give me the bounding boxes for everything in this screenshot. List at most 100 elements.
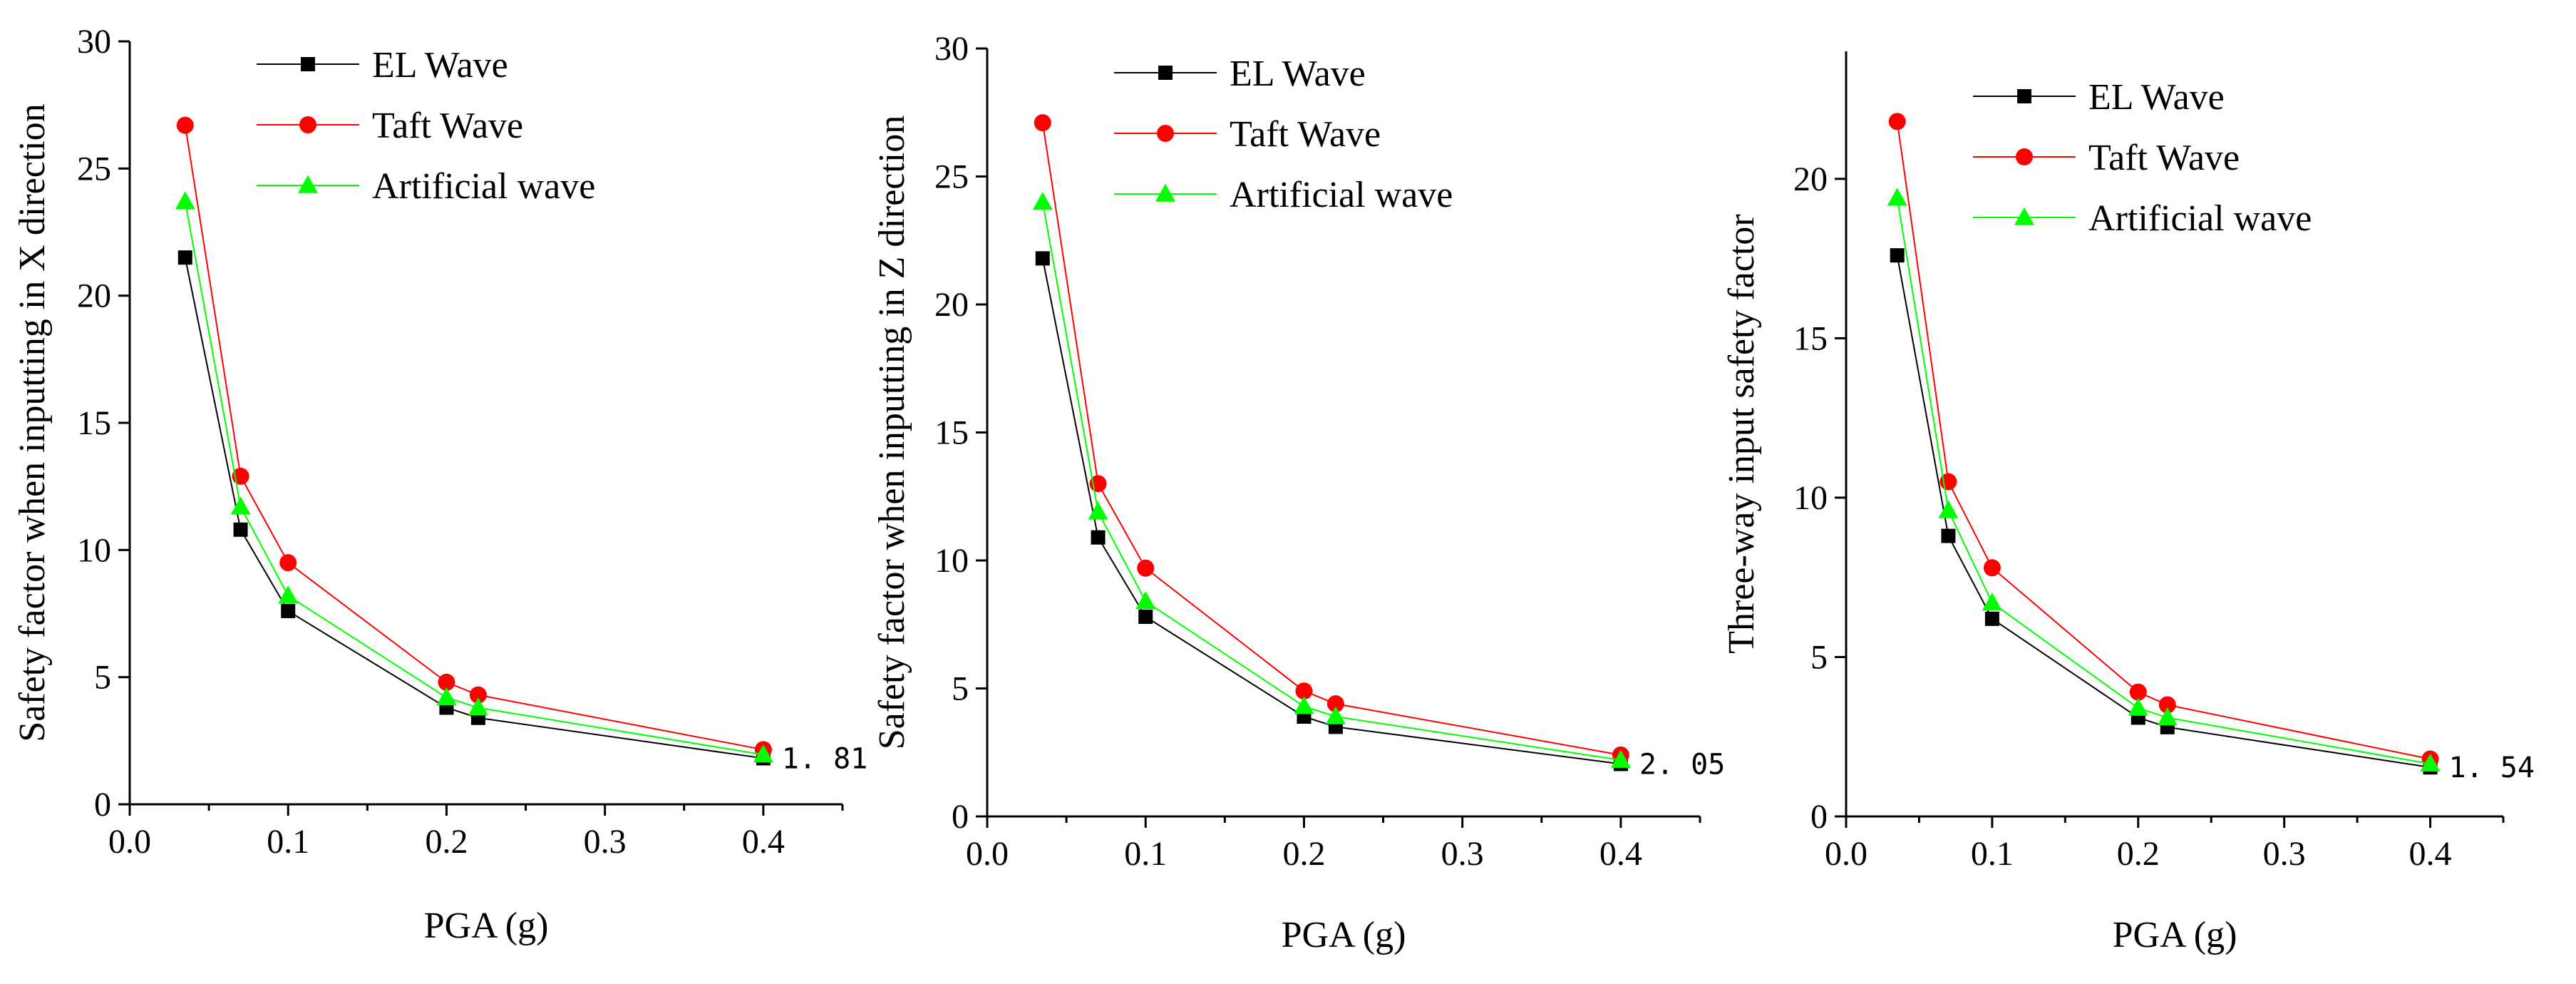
y-tick-label: 10 <box>1793 479 1828 517</box>
y-axis-title: Three-way input safety factor <box>1721 214 1762 653</box>
data-point-el <box>1890 248 1905 263</box>
x-axis-title: PGA (g) <box>424 906 549 946</box>
legend-label: Artificial wave <box>1230 175 1453 215</box>
legend-marker-el <box>1158 66 1173 80</box>
data-point-artificial <box>468 697 488 716</box>
data-point-taft <box>2129 683 2147 701</box>
legend-item-artificial: Artificial wave <box>1973 198 2312 239</box>
legend-marker-taft <box>1157 125 1174 142</box>
x-tick-label: 0.1 <box>1124 835 1167 873</box>
data-point-taft <box>1137 559 1155 577</box>
legend: EL Wave Taft Wave Artificial wave <box>257 45 595 207</box>
series-line-artificial <box>1041 202 1622 762</box>
series-line-el <box>1041 258 1622 765</box>
y-tick-label: 25 <box>77 150 111 188</box>
chart-panel-1: 0.0 0.1 0.2 0.3 0.4 0 5 10 15 20 25 30 PGA (g) Safety… <box>12 23 867 946</box>
series-line-artificial <box>184 201 764 756</box>
x-tick-label: 0.4 <box>2409 835 2452 873</box>
data-point-artificial <box>1982 593 2002 611</box>
y-tick-label: 20 <box>1793 160 1828 198</box>
legend-item-taft: Taft Wave <box>1973 138 2240 178</box>
data-point-artificial <box>1938 500 1959 518</box>
y-tick-label: 0 <box>1810 798 1828 836</box>
data-point-taft <box>176 116 194 134</box>
y-tick-label: 15 <box>1793 319 1828 357</box>
legend-label: Artificial wave <box>372 166 595 207</box>
legend-label: EL Wave <box>2088 77 2225 118</box>
data-point-artificial <box>1325 706 1346 724</box>
legend-marker-artificial <box>298 175 318 193</box>
legend-item-el: EL Wave <box>1973 77 2225 118</box>
data-point-taft <box>1034 114 1051 132</box>
end-value-label: 1. 54 <box>2449 752 2535 784</box>
legend: EL Wave Taft Wave Artificial wave <box>1973 77 2312 239</box>
x-tick-label: 0.4 <box>742 823 785 861</box>
x-tick-label: 0.1 <box>267 823 309 861</box>
data-point-artificial <box>2128 697 2148 716</box>
data-point-el <box>1984 611 1999 626</box>
data-point-artificial <box>753 744 773 763</box>
y-tick-label: 15 <box>934 414 969 452</box>
data-point-el <box>1941 528 1956 543</box>
legend-marker-taft <box>299 116 316 133</box>
x-tick-label: 0.1 <box>1971 835 2014 873</box>
y-tick-label: 10 <box>77 531 111 569</box>
legend-marker-el <box>2017 89 2031 103</box>
legend-item-el: EL Wave <box>257 45 508 86</box>
legend-label: EL Wave <box>372 45 508 86</box>
legend-item-artificial: Artificial wave <box>257 166 595 207</box>
legend-label: EL Wave <box>1230 53 1366 94</box>
x-axis-title: PGA (g) <box>1282 915 1406 955</box>
data-point-el <box>1138 609 1153 624</box>
legend-label: Taft Wave <box>372 106 523 146</box>
series-line-taft <box>1896 121 2431 760</box>
y-tick-label: 30 <box>77 23 111 61</box>
series-line-taft <box>184 125 764 751</box>
y-tick-label: 5 <box>1810 638 1828 676</box>
data-point-el <box>1035 251 1050 266</box>
legend-label: Artificial wave <box>2088 198 2312 239</box>
data-point-artificial <box>436 687 457 705</box>
data-point-artificial <box>1610 749 1631 768</box>
data-point-el <box>1091 530 1106 545</box>
chart-panel-3: 0.0 0.1 0.2 0.3 0.4 0 5 10 15 20 PGA (g) Three-way … <box>1721 51 2535 955</box>
data-point-taft <box>1295 682 1313 700</box>
x-tick-label: 0.2 <box>2117 835 2160 873</box>
data-point-artificial <box>230 496 251 515</box>
y-tick-label: 0 <box>952 798 969 836</box>
data-point-taft <box>469 686 487 704</box>
x-tick-label: 0.3 <box>1441 835 1484 873</box>
y-tick-label: 20 <box>934 286 969 324</box>
legend-marker-artificial <box>2014 207 2034 225</box>
legend-marker-el <box>301 57 315 71</box>
end-value-label: 2. 05 <box>1639 748 1725 781</box>
data-point-taft <box>1326 695 1344 713</box>
data-point-artificial <box>2157 707 2178 726</box>
data-point-taft <box>279 554 297 572</box>
data-point-taft <box>2158 696 2176 714</box>
y-tick-label: 25 <box>934 158 969 196</box>
x-tick-label: 0.3 <box>2263 835 2306 873</box>
legend-label: Taft Wave <box>1230 114 1381 155</box>
x-tick-label: 0.4 <box>1599 835 1642 873</box>
y-tick-label: 0 <box>94 786 111 824</box>
y-tick-label: 5 <box>94 659 111 697</box>
data-point-el <box>177 250 192 265</box>
x-tick-label: 0.0 <box>1825 835 1867 873</box>
x-axis-title: PGA (g) <box>2113 915 2237 955</box>
data-point-taft <box>438 673 455 691</box>
legend-item-el: EL Wave <box>1114 53 1366 94</box>
legend-marker-artificial <box>1155 183 1175 202</box>
x-tick-label: 0.3 <box>584 823 627 861</box>
data-point-artificial <box>1032 192 1053 210</box>
y-axis-title: Safety factor when inputting in Z direct… <box>872 116 912 750</box>
y-tick-label: 10 <box>934 542 969 580</box>
data-point-artificial <box>1294 696 1314 714</box>
y-tick-label: 15 <box>77 404 111 442</box>
data-point-taft <box>1983 559 2001 577</box>
legend-label: Taft Wave <box>2088 138 2240 178</box>
data-point-el <box>233 522 248 537</box>
x-tick-label: 0.0 <box>966 835 1009 873</box>
legend-item-artificial: Artificial wave <box>1114 175 1453 215</box>
